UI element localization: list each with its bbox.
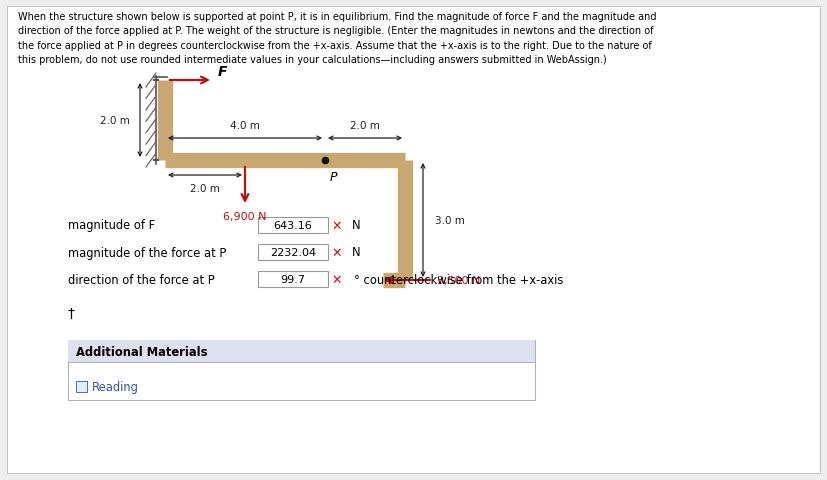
- Text: magnitude of the force at P: magnitude of the force at P: [68, 246, 227, 259]
- Text: Reading: Reading: [92, 380, 139, 393]
- Text: 2232.04: 2232.04: [270, 248, 316, 257]
- Text: When the structure shown below is supported at point P, it is in equilibrium. Fi: When the structure shown below is suppor…: [18, 12, 657, 65]
- Bar: [258, 244, 328, 261]
- Bar: [258, 271, 328, 288]
- Text: N: N: [352, 246, 361, 259]
- Bar: [68, 340, 535, 362]
- Text: magnitude of F: magnitude of F: [68, 219, 155, 232]
- Text: ✕: ✕: [332, 219, 342, 232]
- Text: direction of the force at P: direction of the force at P: [68, 273, 215, 286]
- Text: ✕: ✕: [332, 246, 342, 259]
- Text: Additional Materials: Additional Materials: [76, 345, 208, 358]
- Text: ° counterclockwise from the +x-axis: ° counterclockwise from the +x-axis: [354, 273, 563, 286]
- Text: F: F: [218, 65, 227, 79]
- Text: †: †: [68, 306, 75, 320]
- Text: ✕: ✕: [332, 273, 342, 286]
- Bar: [258, 217, 328, 233]
- Text: 2.0 m: 2.0 m: [350, 121, 380, 131]
- Bar: [76, 381, 87, 392]
- Text: P: P: [330, 171, 337, 184]
- Text: 4.0 m: 4.0 m: [230, 121, 260, 131]
- Text: 3.0 m: 3.0 m: [435, 216, 465, 226]
- Text: N: N: [352, 219, 361, 232]
- Text: 643.16: 643.16: [274, 220, 313, 230]
- Text: 6,900 N: 6,900 N: [223, 212, 267, 222]
- Text: 3,500 N: 3,500 N: [437, 276, 480, 286]
- Text: 99.7: 99.7: [280, 275, 305, 285]
- Text: 2.0 m: 2.0 m: [100, 116, 130, 126]
- Bar: [68, 340, 535, 400]
- Text: 2.0 m: 2.0 m: [190, 184, 220, 193]
